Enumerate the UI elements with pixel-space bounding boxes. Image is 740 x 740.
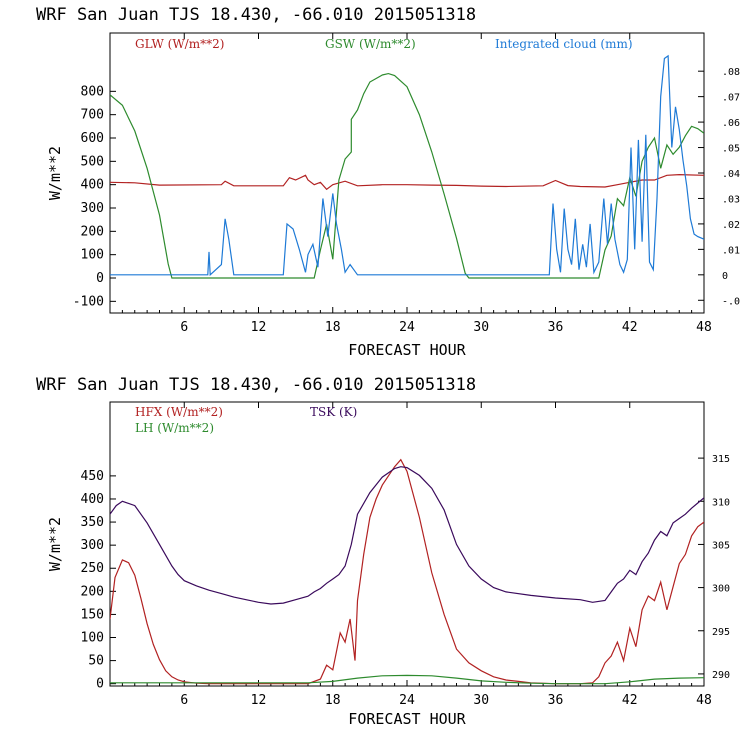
- y-axis-label: W/m**2: [46, 517, 64, 571]
- y2-tick-label: .08: [722, 67, 740, 78]
- y2-tick-label: .05: [722, 144, 740, 155]
- y-tick-label: 500: [81, 154, 104, 169]
- legend-entry-tsk: TSK (K): [310, 405, 357, 419]
- series-line-hfx: [110, 458, 704, 685]
- x-tick-label: 12: [251, 320, 267, 335]
- y-tick-label: 250: [81, 561, 104, 576]
- series-line-glw: [110, 173, 704, 191]
- y-tick-label: 150: [81, 607, 104, 622]
- x-tick-label: 18: [325, 693, 341, 708]
- y-tick-label: 200: [81, 584, 104, 599]
- legend-entry-lh: LH (W/m**2): [135, 421, 214, 435]
- y2-tick-label: .01: [722, 245, 740, 256]
- x-tick-label: 24: [399, 693, 415, 708]
- x-tick-label: 36: [548, 693, 564, 708]
- y2-tick-label: .03: [722, 194, 740, 205]
- bottom-chart-panel: WRF San Juan TJS 18.430, -66.010 2015051…: [36, 375, 730, 728]
- y-tick-label: 400: [81, 492, 104, 507]
- y-tick-label: -100: [73, 294, 104, 309]
- y-tick-label: 800: [81, 84, 104, 99]
- x-tick-label: 42: [622, 320, 638, 335]
- series-line-lh: [110, 674, 704, 685]
- x-tick-label: 42: [622, 693, 638, 708]
- y2-tick-label: 305: [712, 540, 730, 551]
- y2-tick-label: 0: [722, 271, 728, 282]
- legend-entry-glw: GLW (W/m**2): [135, 37, 224, 51]
- x-tick-label: 48: [696, 693, 712, 708]
- y2-tick-label: -.01: [722, 296, 740, 307]
- y2-tick-label: 315: [712, 454, 730, 465]
- plot-frame: [109, 401, 705, 687]
- x-axis-label: FORECAST HOUR: [348, 341, 466, 359]
- x-axis-label: FORECAST HOUR: [348, 710, 466, 728]
- x-tick-label: 12: [251, 693, 267, 708]
- y-tick-label: 0: [96, 271, 104, 286]
- y-tick-label: 200: [81, 224, 104, 239]
- series-line-gsw: [110, 72, 704, 279]
- y-tick-label: 100: [81, 248, 104, 263]
- y2-tick-label: .02: [722, 220, 740, 231]
- y-tick-label: 300: [81, 538, 104, 553]
- y-tick-label: 50: [88, 654, 104, 669]
- y2-tick-label: 295: [712, 627, 730, 638]
- y-axis-label: W/m**2: [46, 146, 64, 200]
- y-tick-label: 450: [81, 469, 104, 484]
- y-tick-label: 350: [81, 515, 104, 530]
- y2-tick-label: 300: [712, 584, 730, 595]
- y-tick-label: 700: [81, 108, 104, 123]
- series-line-integrated: [110, 54, 704, 277]
- y2-tick-label: 290: [712, 670, 730, 681]
- y-tick-label: 600: [81, 131, 104, 146]
- x-tick-label: 6: [180, 320, 188, 335]
- x-tick-label: 36: [548, 320, 564, 335]
- x-tick-label: 48: [696, 320, 712, 335]
- y-tick-label: 100: [81, 631, 104, 646]
- y2-tick-label: .06: [722, 118, 740, 129]
- y-tick-label: 400: [81, 178, 104, 193]
- y-tick-label: 300: [81, 201, 104, 216]
- x-tick-label: 30: [473, 320, 489, 335]
- y2-tick-label: 310: [712, 497, 730, 508]
- x-tick-label: 24: [399, 320, 415, 335]
- top-chart-panel: WRF San Juan TJS 18.430, -66.010 2015051…: [36, 5, 740, 359]
- chart-title: WRF San Juan TJS 18.430, -66.010 2015051…: [36, 375, 476, 395]
- y-tick-label: 0: [96, 677, 104, 692]
- legend-entry-hfx: HFX (W/m**2): [135, 405, 223, 419]
- chart-title: WRF San Juan TJS 18.430, -66.010 2015051…: [36, 5, 476, 25]
- series-line-tsk: [110, 466, 704, 605]
- legend-entry-gsw: GSW (W/m**2): [325, 37, 416, 51]
- legend-entry-integrated: Integrated cloud (mm): [495, 37, 633, 51]
- plot-frame: [109, 32, 705, 314]
- x-tick-label: 6: [180, 693, 188, 708]
- x-tick-label: 18: [325, 320, 341, 335]
- y2-tick-label: .04: [722, 169, 740, 180]
- y2-tick-label: .07: [722, 93, 740, 104]
- x-tick-label: 30: [473, 693, 489, 708]
